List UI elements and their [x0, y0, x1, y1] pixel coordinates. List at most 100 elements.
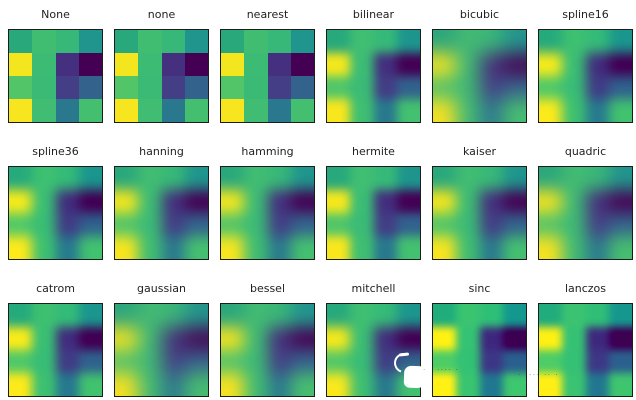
heatmap-cell [55, 373, 79, 396]
heatmap-cell [161, 327, 185, 350]
heatmap-cell [456, 76, 480, 99]
heatmap-cell [161, 190, 185, 213]
heatmap-cell [432, 122, 433, 123]
subplot-hermite: hermite [326, 143, 421, 260]
heatmap-cell [184, 30, 208, 53]
heatmap-cell [290, 53, 314, 76]
heatmap-cell [314, 167, 315, 190]
plot-row-1: None none nearest bilinear bicubic spline16 [8, 6, 633, 123]
heatmap-cell [221, 167, 245, 190]
heatmap-cell [350, 190, 374, 213]
heatmap-cell [102, 29, 103, 30]
heatmap-image [326, 29, 421, 123]
heatmap-cell [420, 99, 421, 122]
heatmap-cell [208, 350, 209, 373]
heatmap-cell [32, 304, 56, 327]
heatmap-cell [221, 236, 245, 259]
subplot-title: lanczos [564, 282, 607, 295]
heatmap-cell [244, 236, 268, 259]
heatmap-cell [585, 236, 609, 259]
heatmap-cell [115, 76, 139, 99]
heatmap-cell [78, 30, 102, 53]
subplot-bilinear: bilinear [326, 6, 421, 123]
heatmap-cell [55, 213, 79, 236]
heatmap-cell [526, 122, 527, 123]
heatmap-cell [420, 167, 421, 190]
heatmap-cell [456, 327, 480, 350]
subplot-catrom: catrom [8, 280, 103, 397]
heatmap-cell [208, 396, 209, 397]
heatmap-cell [562, 30, 586, 53]
heatmap-cell [433, 99, 457, 122]
heatmap-cell [586, 122, 609, 123]
heatmap-cell [456, 167, 480, 190]
heatmap-cells [115, 167, 208, 260]
heatmap-cell [397, 396, 420, 397]
heatmap-cell [608, 327, 632, 350]
subplot-title: spline36 [32, 145, 79, 158]
heatmap-cell [420, 53, 421, 76]
heatmap-cell [479, 30, 503, 53]
heatmap-cell [433, 327, 457, 350]
heatmap-cell [208, 99, 209, 122]
heatmap-cell [138, 304, 162, 327]
heatmap-cell [314, 53, 315, 76]
heatmap-cell [290, 236, 314, 259]
heatmap-cell [244, 167, 268, 190]
subplot-quadric: quadric [538, 143, 633, 260]
heatmap-image [538, 166, 633, 260]
heatmap-cell [314, 259, 315, 260]
heatmap-cell [102, 236, 103, 259]
heatmap-cell [32, 213, 56, 236]
heatmap-cell [244, 259, 267, 260]
heatmap-cell [55, 236, 79, 259]
heatmap-cells [9, 166, 103, 259]
heatmap-image [114, 166, 209, 260]
subplot-none: none [114, 6, 209, 123]
heatmap-cell [479, 327, 503, 350]
heatmap-cell [102, 373, 103, 396]
heatmap-cell [267, 190, 291, 213]
heatmap-cell [290, 30, 314, 53]
heatmap-cell [433, 190, 457, 213]
heatmap-cell [184, 327, 208, 350]
heatmap-cell [220, 122, 221, 123]
heatmap-cell [539, 190, 563, 213]
heatmap-cell [161, 99, 185, 122]
heatmap-cell [585, 373, 609, 396]
heatmap-cell [138, 76, 162, 99]
heatmap-cell [562, 327, 586, 350]
heatmap-cell [221, 53, 245, 76]
heatmap-cell [161, 76, 185, 99]
heatmap-cell [290, 373, 314, 396]
subplot-title: nearest [246, 8, 289, 21]
heatmap-cell [9, 99, 33, 122]
heatmap-cells [8, 29, 103, 123]
heatmap-cell [420, 303, 421, 304]
heatmap-cell [138, 236, 162, 259]
heatmap-cell [291, 122, 314, 123]
heatmap-cell [221, 350, 245, 373]
heatmap-cell [456, 350, 480, 373]
heatmap-cell [314, 327, 315, 350]
heatmap-cell [161, 304, 185, 327]
subplot-mitchell: mitchell [326, 280, 421, 397]
heatmap-cell [456, 396, 479, 397]
heatmap-cell [396, 327, 420, 350]
heatmap-cell [138, 122, 161, 123]
heatmap-cell [102, 166, 103, 167]
heatmap-cell [78, 327, 102, 350]
heatmap-cell [138, 259, 161, 260]
heatmap-cell [420, 213, 421, 236]
heatmap-cell [32, 53, 56, 76]
heatmap-cell [632, 29, 633, 30]
heatmap-cell [632, 304, 633, 327]
heatmap-cell [220, 396, 221, 397]
heatmap-cell [585, 76, 609, 99]
heatmap-cell [221, 373, 245, 396]
heatmap-cell [502, 53, 526, 76]
heatmap-cell [8, 122, 9, 123]
heatmap-cell [608, 213, 632, 236]
heatmap-cell [161, 350, 185, 373]
heatmap-cell [327, 236, 351, 259]
